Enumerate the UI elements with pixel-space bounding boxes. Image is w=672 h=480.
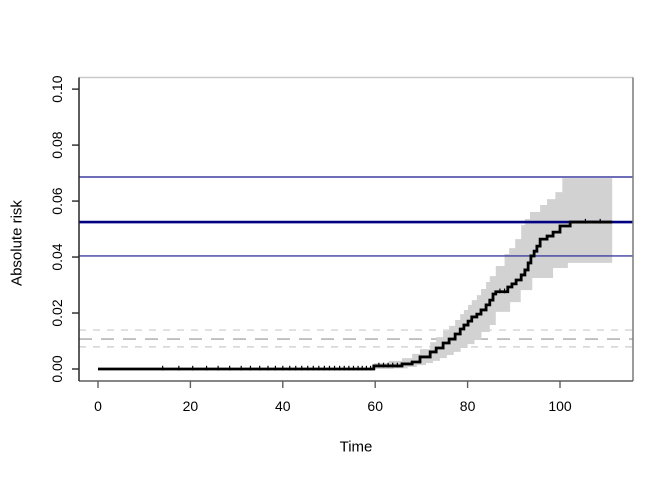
x-tick-label: 100 bbox=[548, 398, 572, 414]
x-tick-label: 0 bbox=[94, 398, 102, 414]
risk-step-curve bbox=[97, 220, 613, 371]
x-tick-label: 40 bbox=[275, 398, 291, 414]
y-tick-label: 0.10 bbox=[49, 75, 65, 102]
x-tick-label: 80 bbox=[460, 398, 476, 414]
y-tick-label: 0.04 bbox=[49, 243, 65, 270]
y-tick-label: 0.08 bbox=[49, 131, 65, 158]
x-axis-title: Time bbox=[339, 438, 373, 456]
y-tick-label: 0.02 bbox=[49, 299, 65, 326]
x-tick-label: 20 bbox=[183, 398, 199, 414]
confidence-band bbox=[373, 178, 613, 369]
y-axis-title: Absolute risk bbox=[8, 200, 26, 286]
y-tick-label: 0.00 bbox=[49, 355, 65, 382]
y-tick-label: 0.06 bbox=[49, 187, 65, 214]
x-tick-label: 60 bbox=[367, 398, 383, 414]
